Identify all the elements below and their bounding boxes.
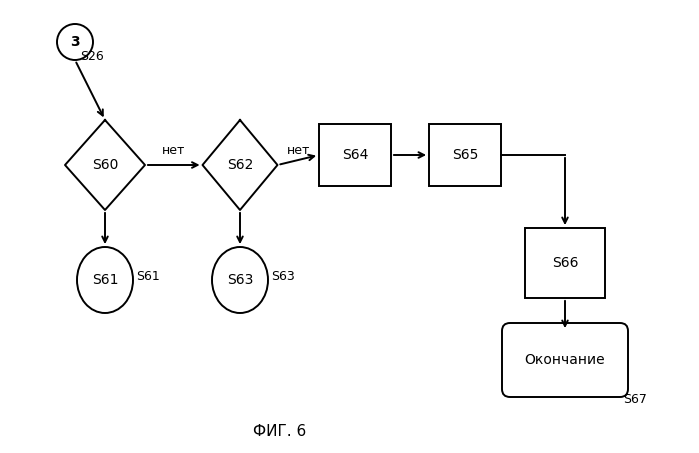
Text: ФИГ. 6: ФИГ. 6	[253, 424, 306, 439]
Text: S63: S63	[271, 270, 295, 283]
Bar	[319, 124, 391, 186]
Text: S62: S62	[226, 158, 253, 172]
Text: S61: S61	[92, 273, 118, 287]
Ellipse shape	[212, 247, 268, 313]
FancyBboxPatch shape	[502, 323, 628, 397]
Text: S26: S26	[80, 50, 103, 63]
Text: S60: S60	[92, 158, 118, 172]
Text: S65: S65	[452, 148, 478, 162]
Text: S66: S66	[552, 256, 578, 270]
Text: нет: нет	[162, 144, 185, 157]
Circle shape	[57, 24, 93, 60]
Bar	[429, 124, 501, 186]
Text: 3: 3	[70, 35, 80, 49]
Text: S63: S63	[226, 273, 253, 287]
Text: S61: S61	[136, 270, 160, 283]
Text: S67: S67	[623, 393, 647, 406]
Text: S64: S64	[342, 148, 368, 162]
Polygon shape	[65, 120, 145, 210]
Bar	[525, 228, 605, 298]
Ellipse shape	[77, 247, 133, 313]
Polygon shape	[203, 120, 278, 210]
Text: Окончание: Окончание	[525, 353, 605, 367]
Text: нет: нет	[287, 144, 310, 157]
